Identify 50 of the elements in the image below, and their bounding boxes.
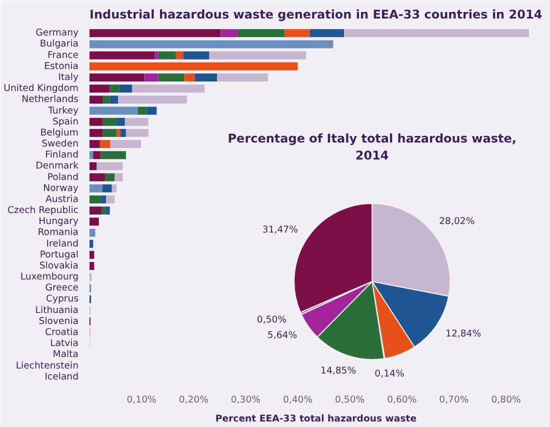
y-tick-label: Latvia bbox=[50, 338, 79, 350]
x-tick-label: 0,30% bbox=[230, 394, 261, 406]
y-tick-label: Romania bbox=[38, 227, 79, 238]
y-tick-label: Italy bbox=[58, 72, 79, 83]
y-tick-label: Spain bbox=[52, 116, 79, 128]
y-tick-label: Lithuania bbox=[35, 304, 79, 316]
y-tick-label: Belgium bbox=[40, 127, 79, 138]
x-tick-label: 0,50% bbox=[335, 394, 365, 406]
y-tick-label: Norway bbox=[43, 182, 79, 194]
x-tick-label: 0,20% bbox=[178, 394, 209, 406]
chart-title: Percentage of Italy total hazardous waste, 2014 bbox=[228, 131, 516, 162]
data-label: 28,02% bbox=[439, 216, 475, 228]
x-tick-label: 0,80% bbox=[491, 394, 522, 406]
y-tick-label: Czech Republic bbox=[7, 205, 79, 216]
y-tick-label: Sweden bbox=[42, 138, 79, 150]
y-tick-label: Cyprus bbox=[46, 294, 79, 305]
y-tick-label: Germany bbox=[36, 28, 79, 39]
y-tick-label: Finland bbox=[45, 150, 79, 161]
y-tick-label: Malta bbox=[52, 349, 79, 360]
y-tick-label: Denmark bbox=[36, 160, 80, 172]
data-label: 31,47% bbox=[262, 224, 298, 236]
y-tick-label: Slovakia bbox=[39, 260, 79, 272]
data-label: 14,85% bbox=[320, 365, 356, 376]
y-tick-label: Greece bbox=[45, 282, 79, 294]
y-tick-label: Netherlands bbox=[22, 94, 79, 106]
y-tick-label: Austria bbox=[46, 194, 79, 205]
y-tick-label: Portugal bbox=[40, 249, 79, 260]
data-label: 0,14% bbox=[374, 368, 404, 380]
y-tick-label: Liechtenstein bbox=[16, 360, 79, 372]
y-tick-label: Luxembourg bbox=[20, 272, 79, 283]
y-tick-label: Turkey bbox=[47, 105, 79, 116]
x-tick-label: 0,10% bbox=[126, 394, 157, 406]
y-tick-label: Bulgaria bbox=[40, 38, 79, 50]
y-tick-label: Croatia bbox=[44, 327, 79, 338]
y-tick-label: Ireland bbox=[46, 238, 79, 250]
x-axis-title: Percent EEA-33 total hazardous waste bbox=[215, 414, 417, 424]
x-tick-label: 0,60% bbox=[387, 394, 417, 406]
y-tick-label: Hungary bbox=[38, 216, 79, 228]
data-label: 0,50% bbox=[256, 314, 287, 326]
x-tick-label: 0,40% bbox=[282, 394, 313, 406]
data-label: 5,64% bbox=[267, 330, 298, 342]
y-tick-label: United Kingdom bbox=[4, 83, 79, 94]
y-tick-label: Estonia bbox=[44, 60, 79, 72]
y-tick-label: Poland bbox=[47, 172, 79, 183]
chart-title: Industrial hazardous waste generation in EEA-33 countries in 2014 bbox=[90, 8, 542, 22]
y-tick-label: Iceland bbox=[44, 371, 79, 382]
y-tick-label: Slovenia bbox=[38, 316, 79, 327]
data-label: 12,84% bbox=[446, 328, 482, 340]
y-tick-label: France bbox=[47, 50, 79, 61]
x-tick-label: 0,70% bbox=[439, 394, 469, 406]
